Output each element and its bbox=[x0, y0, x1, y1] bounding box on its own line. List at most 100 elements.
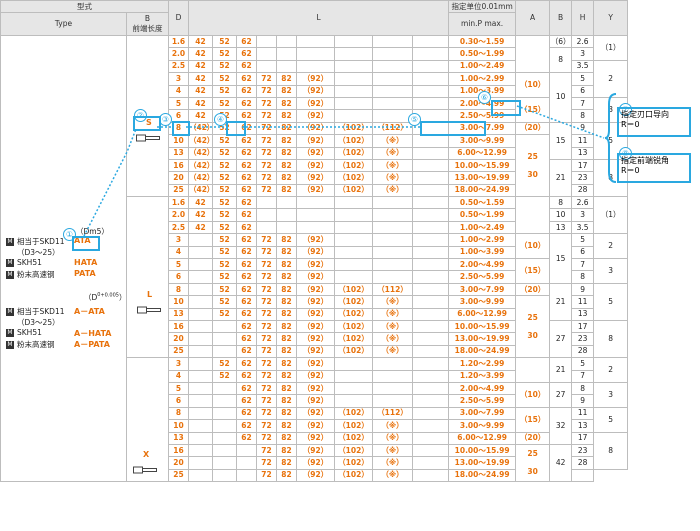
b-type-x-label: X bbox=[143, 450, 149, 459]
l-value: 62 bbox=[236, 295, 257, 309]
b-type-label[interactable]: L bbox=[147, 290, 153, 299]
l-value: （92） bbox=[296, 468, 335, 483]
l-value: 52 bbox=[212, 208, 237, 222]
callout-number: ② bbox=[134, 109, 147, 122]
l-value: 62 bbox=[236, 307, 257, 322]
l-value: （92） bbox=[296, 282, 335, 297]
l-value: 72 bbox=[256, 245, 277, 260]
l-value: 82 bbox=[276, 121, 297, 136]
l-value: 82 bbox=[276, 245, 297, 260]
b-type-l bbox=[137, 300, 163, 319]
l-value: （92） bbox=[296, 245, 335, 260]
box7-value: R＝0 bbox=[621, 120, 640, 129]
b-value: 13 bbox=[549, 220, 573, 235]
l-value: （92） bbox=[296, 183, 335, 198]
b-type-label[interactable]: S bbox=[146, 118, 152, 127]
p-range: 2.50～5.99 bbox=[448, 270, 517, 284]
l-value: （92） bbox=[296, 369, 335, 383]
type-material-row: M SKH51 bbox=[6, 258, 42, 267]
l-value bbox=[188, 381, 213, 396]
type-code-label: A－ATA bbox=[74, 306, 105, 317]
highlight-box8 bbox=[617, 153, 691, 183]
h-value: 5 bbox=[571, 72, 595, 86]
l-value bbox=[212, 332, 237, 346]
callout-marker: ② bbox=[134, 103, 147, 122]
h-value: 28 bbox=[571, 456, 595, 470]
l-value bbox=[276, 47, 297, 61]
d-value: 16 bbox=[168, 319, 189, 334]
d-value: 20 bbox=[168, 171, 189, 185]
l-value: 62 bbox=[236, 258, 257, 272]
bb-header: B bbox=[549, 0, 573, 36]
type-code[interactable]: A－HATA bbox=[74, 329, 112, 338]
l-value: 72 bbox=[256, 307, 277, 322]
l-value: 42 bbox=[188, 220, 213, 235]
table-row: 16 62 72 82 （92） （102） （※） 10.00～15.99 27 17 8 bbox=[1, 319, 629, 359]
l-value: 62 bbox=[236, 344, 257, 359]
l-value bbox=[188, 369, 213, 383]
h-value: 11 bbox=[571, 295, 595, 309]
l-value: （92） bbox=[296, 72, 335, 86]
material-name: SKH51 bbox=[17, 258, 42, 267]
l-value bbox=[372, 381, 413, 396]
l-value bbox=[411, 295, 450, 309]
h-value: 7 bbox=[571, 96, 595, 111]
l-value: 82 bbox=[276, 319, 297, 334]
p-range: 2.50～5.99 bbox=[448, 394, 517, 408]
p-range: 1.00～2.99 bbox=[448, 233, 517, 247]
d-value: 2.5 bbox=[168, 220, 189, 235]
type-code[interactable]: A－ATA bbox=[74, 307, 105, 316]
l-value: 62 bbox=[236, 245, 257, 260]
b-type-x bbox=[133, 460, 159, 479]
l-value: 52 bbox=[212, 171, 237, 185]
a-value: 25 30 bbox=[515, 134, 551, 198]
l-value bbox=[411, 59, 450, 74]
l-value: 62 bbox=[236, 59, 257, 74]
type-code[interactable]: A－PATA bbox=[74, 340, 110, 349]
l-value bbox=[372, 258, 413, 272]
h-value: 23 bbox=[571, 443, 595, 458]
l-value: 82 bbox=[276, 183, 297, 198]
b-value: 27 bbox=[549, 319, 573, 359]
l-value: （102） bbox=[334, 146, 373, 160]
l-value: 82 bbox=[276, 72, 297, 86]
l-value bbox=[372, 34, 413, 49]
l-value: （42） bbox=[188, 146, 213, 160]
l-value bbox=[372, 270, 413, 284]
l-value bbox=[334, 84, 373, 98]
punch-pin-icon bbox=[133, 466, 157, 474]
b-type-l-label: L bbox=[147, 290, 152, 299]
type-code-label: A－HATA bbox=[74, 328, 111, 339]
l-value bbox=[334, 220, 373, 235]
highlight-box7 bbox=[617, 107, 691, 137]
l-value bbox=[372, 245, 413, 260]
b-type-label[interactable]: X bbox=[143, 450, 150, 459]
y-header: Y bbox=[593, 0, 629, 36]
callout-box-8: 指定前端锐角 R＝0 bbox=[621, 156, 669, 176]
d-value: 1.6 bbox=[168, 34, 189, 49]
h-header: H bbox=[571, 0, 595, 36]
type-code[interactable]: HATA bbox=[74, 258, 98, 267]
h-value: 17 bbox=[571, 431, 595, 445]
type-code[interactable]: PATA bbox=[74, 269, 96, 278]
l-value bbox=[276, 208, 297, 222]
material-name: 粉末高速钢 bbox=[17, 270, 55, 279]
l-value bbox=[296, 34, 335, 49]
l-value bbox=[188, 270, 213, 284]
l-value: （102） bbox=[334, 468, 373, 483]
l-value: （※） bbox=[372, 443, 413, 458]
h-value: 3 bbox=[571, 47, 595, 61]
tol-note: （D0+0.005） bbox=[84, 292, 127, 302]
highlight-b-s bbox=[133, 116, 161, 131]
table-row: 2.5 42 52 62 1.00～2.49 3.5 2 bbox=[1, 59, 629, 98]
l-value: 82 bbox=[276, 295, 297, 309]
l-value: 72 bbox=[256, 431, 277, 445]
l-value bbox=[296, 59, 335, 74]
h-value: 9 bbox=[571, 121, 595, 136]
d-value: 8 bbox=[168, 406, 189, 421]
h-value: 6 bbox=[571, 84, 595, 98]
material-mark-icon: M bbox=[6, 341, 14, 349]
type-code[interactable]: ATA bbox=[74, 236, 91, 245]
l-value bbox=[334, 233, 373, 247]
l-value: （42） bbox=[188, 121, 213, 136]
